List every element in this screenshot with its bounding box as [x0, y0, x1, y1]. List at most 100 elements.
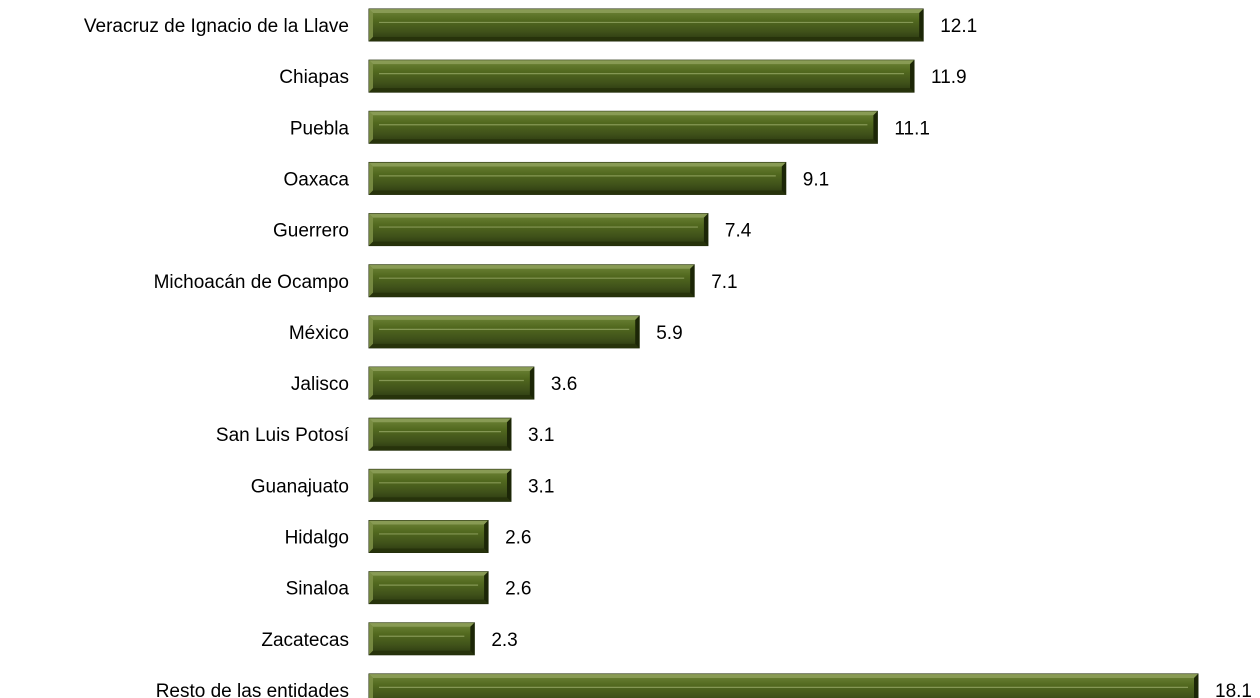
bar — [368, 110, 878, 144]
value-label: 11.9 — [931, 67, 967, 88]
bar-bevel-left — [369, 418, 373, 451]
bar-group: México 5.9 — [289, 315, 683, 349]
value-label: 12.1 — [940, 16, 977, 37]
category-label: Veracruz de Ignacio de la Llave — [84, 16, 349, 37]
bar — [368, 264, 695, 298]
bar — [368, 571, 489, 605]
bar-bevel-left — [369, 367, 373, 400]
bar-bevel-bottom — [369, 548, 489, 553]
bar-group: Michoacán de Ocampo 7.1 — [154, 264, 738, 298]
bar-bevel-bottom — [369, 650, 475, 655]
bar-bevel-top — [369, 520, 489, 525]
bar-bevel-top — [369, 111, 878, 116]
bar-bevel-left — [369, 315, 373, 348]
bar-bevel-right — [910, 60, 915, 93]
bar-bevel-top — [369, 264, 695, 269]
bar-group: Chiapas 11.9 — [279, 59, 967, 93]
bar-bevel-right — [506, 418, 511, 451]
value-label: 18.1 — [1215, 681, 1252, 698]
bar — [368, 161, 787, 195]
bar-bevel-bottom — [369, 88, 915, 93]
bar-bevel-bottom — [369, 599, 489, 604]
bar-group: Zacatecas 2.3 — [261, 622, 518, 656]
bar-bevel-right — [690, 264, 695, 297]
bar-bevel-bottom — [369, 497, 511, 502]
bar-bevel-left — [369, 60, 373, 93]
value-label: 5.9 — [656, 323, 682, 344]
bar-group: Guanajuato 3.1 — [251, 468, 554, 502]
category-label: Zacatecas — [261, 630, 349, 651]
bar-bevel-right — [703, 213, 708, 246]
bar-bevel-top — [369, 162, 786, 167]
category-label: Hidalgo — [285, 528, 349, 549]
bar-bevel-left — [369, 162, 373, 195]
bar-bevel-bottom — [369, 241, 708, 246]
bar-group: San Luis Potosí 3.1 — [216, 417, 554, 451]
bar-group: Hidalgo 2.6 — [285, 520, 532, 553]
bar-group: Sinaloa 2.6 — [286, 571, 532, 605]
bar — [368, 8, 924, 42]
value-label: 7.4 — [725, 221, 752, 242]
value-label: 3.1 — [528, 425, 554, 446]
bar-bevel-left — [369, 264, 373, 297]
bar-group: Veracruz de Ignacio de la Llave 12.1 — [84, 8, 977, 42]
bar-bevel-bottom — [369, 446, 511, 451]
bar-bevel-left — [369, 111, 373, 144]
bar-bevel-top — [369, 315, 640, 320]
bar-bevel-top — [369, 622, 475, 627]
bar — [368, 59, 915, 93]
bar-bevel-bottom — [369, 292, 695, 297]
value-label: 7.1 — [711, 272, 737, 293]
bar-bevel-right — [919, 9, 924, 41]
bar — [368, 315, 640, 349]
bar-bevel-top — [369, 60, 915, 65]
bar-bevel-bottom — [369, 190, 786, 195]
category-label: Jalisco — [291, 374, 349, 395]
bar — [368, 622, 475, 656]
bar-bevel-left — [369, 9, 373, 41]
bar — [368, 366, 535, 400]
category-label: Guanajuato — [251, 476, 349, 497]
bar — [368, 213, 709, 247]
category-label: Sinaloa — [286, 579, 350, 600]
bar — [368, 468, 512, 502]
bar-group: Guerrero 7.4 — [273, 213, 752, 247]
value-label: 2.6 — [505, 579, 531, 600]
value-label: 2.3 — [491, 630, 517, 651]
bar — [368, 417, 512, 451]
bar-bevel-top — [369, 9, 924, 13]
category-label: Chiapas — [279, 67, 349, 88]
bar-bevel-top — [369, 418, 511, 423]
category-label: Resto de las entidades — [156, 681, 349, 698]
category-label: Guerrero — [273, 221, 349, 242]
bar-bevel-top — [369, 213, 708, 218]
value-label: 9.1 — [803, 169, 829, 190]
value-label: 2.6 — [505, 528, 531, 549]
bar-bevel-top — [369, 571, 489, 576]
bar-bevel-bottom — [369, 139, 878, 144]
bar-bevel-right — [781, 162, 786, 195]
bar-bevel-left — [369, 469, 373, 502]
category-label: Puebla — [290, 118, 350, 139]
bar-bevel-right — [484, 520, 489, 553]
category-label: Michoacán de Ocampo — [154, 272, 349, 293]
bar-bevel-left — [369, 571, 373, 604]
bar-bevel-right — [1194, 673, 1198, 698]
value-label: 11.1 — [894, 118, 930, 139]
bar-bevel-right — [529, 367, 534, 400]
value-label: 3.1 — [528, 476, 554, 497]
bars-layer: Veracruz de Ignacio de la Llave 12.1 Chiap… — [84, 8, 1252, 698]
bar-bevel-top — [369, 469, 511, 474]
bar-bevel-right — [635, 315, 640, 348]
bar-bevel-left — [369, 520, 373, 553]
value-label: 3.6 — [551, 374, 577, 395]
category-label: San Luis Potosí — [216, 425, 350, 446]
bar-group: Resto de las entidades 18.1 — [156, 673, 1252, 698]
bar-group: Jalisco 3.6 — [291, 366, 577, 400]
bar-group: Oaxaca 9.1 — [284, 161, 829, 195]
bar-bevel-right — [506, 469, 511, 502]
bar-bevel-top — [369, 673, 1198, 678]
bar-bevel-right — [484, 571, 489, 604]
bar-bevel-right — [873, 111, 878, 144]
